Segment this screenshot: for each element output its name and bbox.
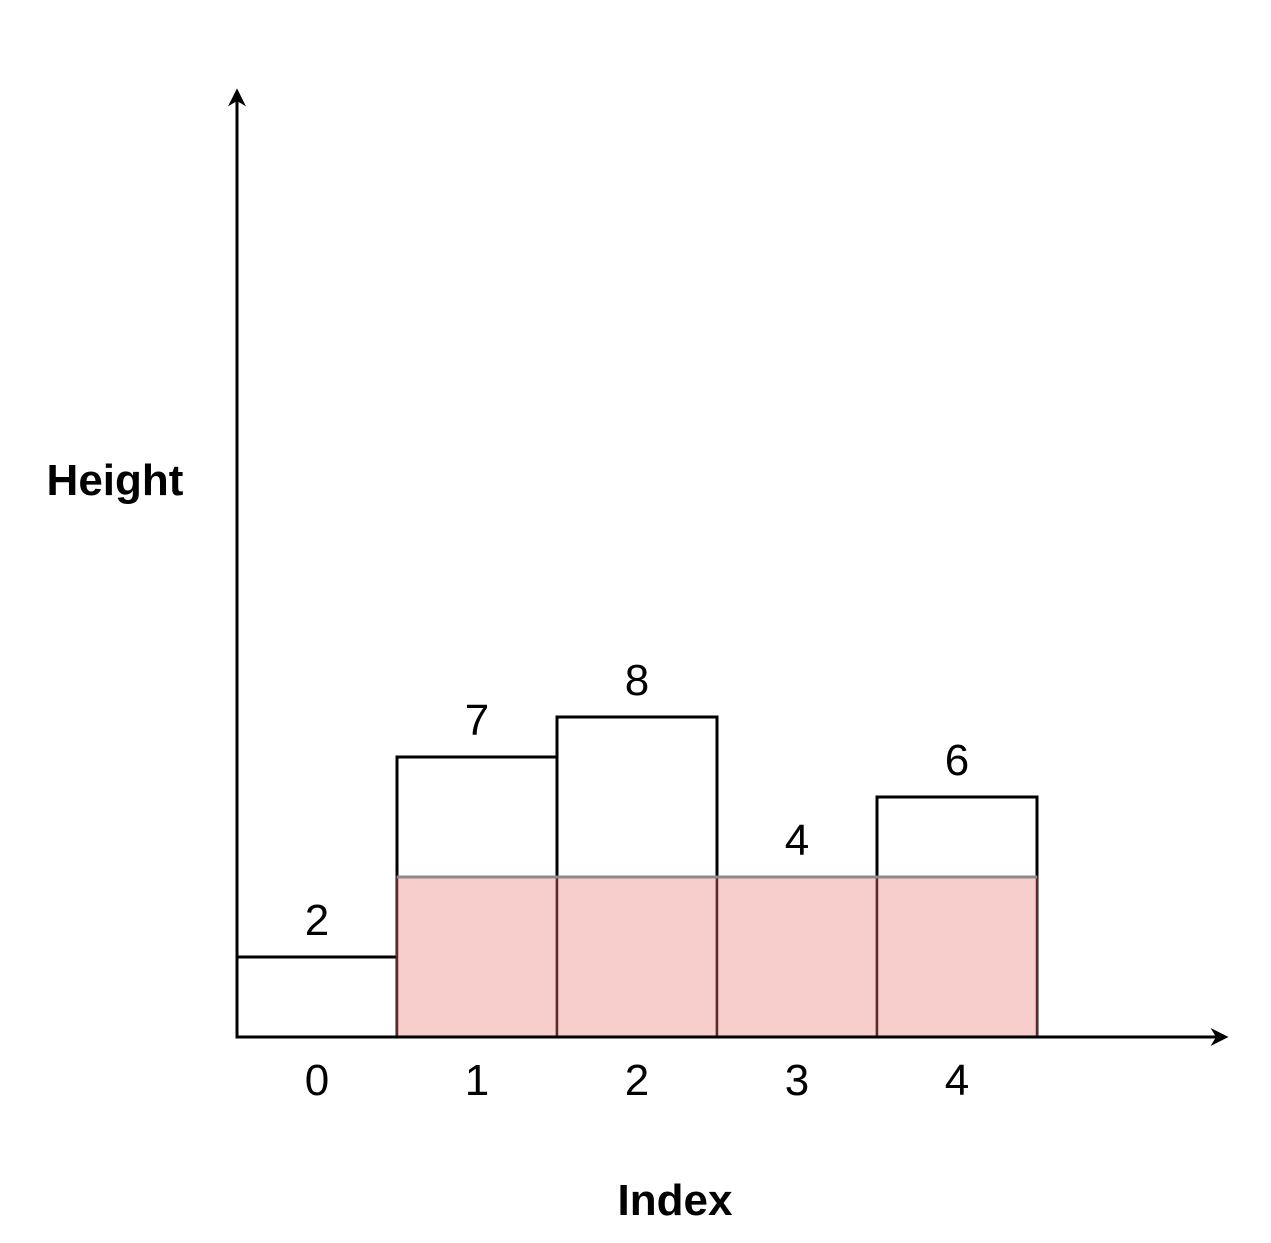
data-label: 4 bbox=[785, 816, 809, 865]
highlight-cell-3 bbox=[715, 875, 879, 1039]
x-axis-title: Index bbox=[618, 1176, 733, 1225]
bar-0 bbox=[235, 955, 399, 1039]
x-tick-label: 1 bbox=[465, 1056, 489, 1105]
x-tick-label: 4 bbox=[945, 1056, 969, 1105]
data-label: 2 bbox=[305, 896, 329, 945]
data-label: 8 bbox=[625, 656, 649, 705]
highlight-region bbox=[395, 875, 1039, 1039]
highlight-cell-1 bbox=[395, 875, 559, 1039]
x-tick-label: 2 bbox=[625, 1056, 649, 1105]
data-labels: 2 7 8 4 6 bbox=[305, 656, 969, 945]
x-tick-labels: 0 1 2 3 4 bbox=[305, 1056, 969, 1105]
highlight-cell-4 bbox=[875, 875, 1039, 1039]
y-axis-title: Height bbox=[47, 456, 184, 505]
highlight-cell-2 bbox=[555, 875, 719, 1039]
data-label: 6 bbox=[945, 736, 969, 785]
data-label: 7 bbox=[465, 696, 489, 745]
x-tick-label: 3 bbox=[785, 1056, 809, 1105]
x-tick-label: 0 bbox=[305, 1056, 329, 1105]
